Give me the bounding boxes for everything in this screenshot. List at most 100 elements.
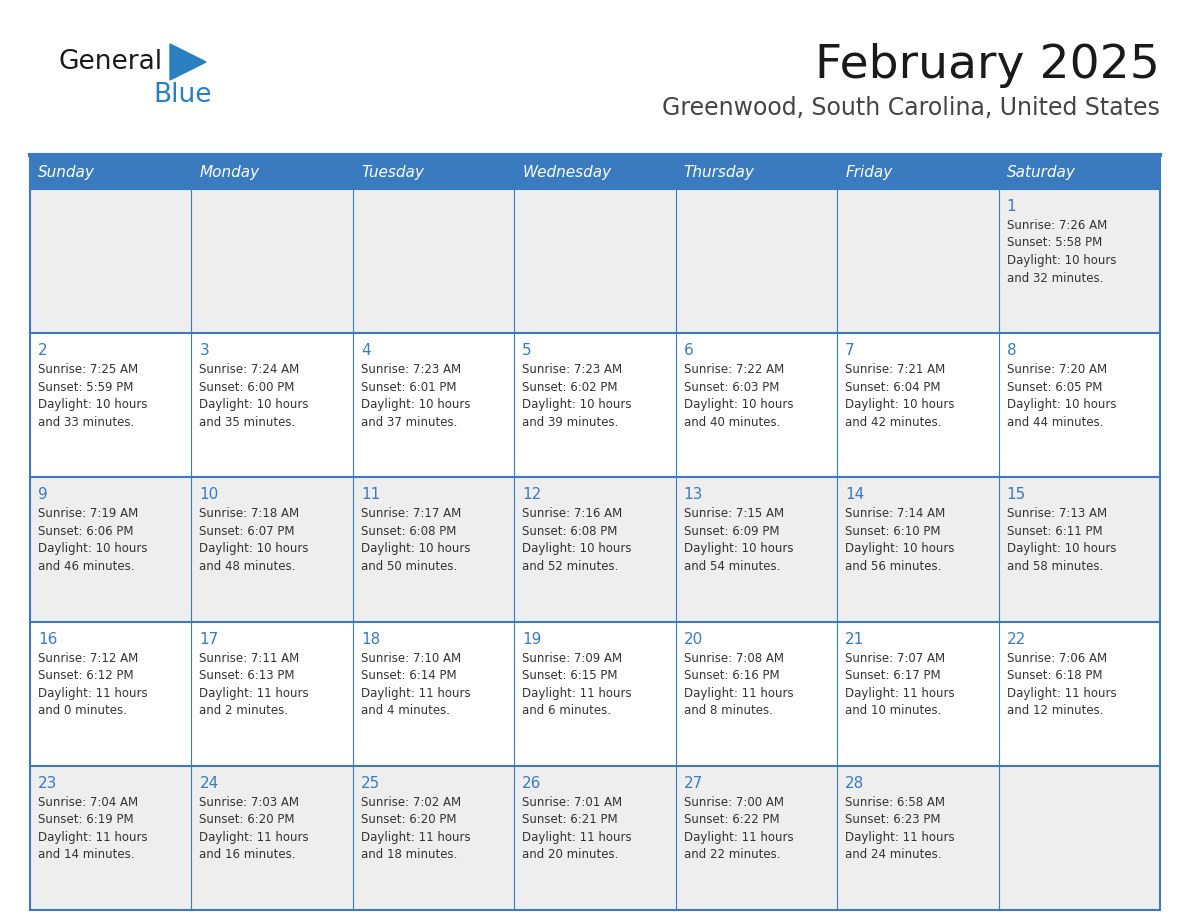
Text: Daylight: 10 hours: Daylight: 10 hours <box>361 398 470 411</box>
Text: Daylight: 10 hours: Daylight: 10 hours <box>38 398 147 411</box>
Text: Daylight: 11 hours: Daylight: 11 hours <box>684 687 794 700</box>
Text: Sunset: 6:13 PM: Sunset: 6:13 PM <box>200 669 295 682</box>
Text: Sunset: 6:05 PM: Sunset: 6:05 PM <box>1006 381 1102 394</box>
Bar <box>353 155 514 189</box>
Bar <box>514 477 676 621</box>
Text: Sunset: 6:21 PM: Sunset: 6:21 PM <box>523 813 618 826</box>
Text: 6: 6 <box>684 343 694 358</box>
Text: and 16 minutes.: and 16 minutes. <box>200 848 296 861</box>
Bar <box>191 155 353 189</box>
Text: Daylight: 10 hours: Daylight: 10 hours <box>1006 398 1116 411</box>
Text: 11: 11 <box>361 487 380 502</box>
Text: and 22 minutes.: and 22 minutes. <box>684 848 781 861</box>
Bar <box>838 333 999 477</box>
Text: Daylight: 11 hours: Daylight: 11 hours <box>361 687 470 700</box>
Bar <box>838 189 999 333</box>
Text: 24: 24 <box>200 776 219 790</box>
Bar <box>676 155 838 189</box>
Bar <box>30 155 191 189</box>
Bar <box>30 766 191 910</box>
Bar <box>353 333 514 477</box>
Text: Sunset: 6:15 PM: Sunset: 6:15 PM <box>523 669 618 682</box>
Bar <box>676 766 838 910</box>
Text: Daylight: 11 hours: Daylight: 11 hours <box>38 831 147 844</box>
Text: Sunrise: 7:08 AM: Sunrise: 7:08 AM <box>684 652 784 665</box>
Text: 18: 18 <box>361 632 380 646</box>
Text: Sunrise: 6:58 AM: Sunrise: 6:58 AM <box>845 796 946 809</box>
Text: 21: 21 <box>845 632 865 646</box>
Bar <box>999 766 1159 910</box>
Bar <box>191 477 353 621</box>
Text: 28: 28 <box>845 776 865 790</box>
Text: Daylight: 11 hours: Daylight: 11 hours <box>200 687 309 700</box>
Text: Sunrise: 7:19 AM: Sunrise: 7:19 AM <box>38 508 138 521</box>
Text: Sunset: 6:16 PM: Sunset: 6:16 PM <box>684 669 779 682</box>
Bar <box>676 333 838 477</box>
Bar <box>30 333 191 477</box>
Text: 2: 2 <box>38 343 48 358</box>
Text: and 8 minutes.: and 8 minutes. <box>684 704 772 717</box>
Text: and 35 minutes.: and 35 minutes. <box>200 416 296 429</box>
Bar <box>999 189 1159 333</box>
Text: Sunset: 6:03 PM: Sunset: 6:03 PM <box>684 381 779 394</box>
Bar <box>514 189 676 333</box>
Text: Sunrise: 7:04 AM: Sunrise: 7:04 AM <box>38 796 138 809</box>
Text: and 46 minutes.: and 46 minutes. <box>38 560 134 573</box>
Text: Sunset: 6:01 PM: Sunset: 6:01 PM <box>361 381 456 394</box>
Bar <box>191 621 353 766</box>
Text: Sunrise: 7:03 AM: Sunrise: 7:03 AM <box>200 796 299 809</box>
Text: Sunrise: 7:24 AM: Sunrise: 7:24 AM <box>200 364 299 376</box>
Text: 3: 3 <box>200 343 209 358</box>
Bar <box>514 766 676 910</box>
Text: Wednesday: Wednesday <box>523 164 612 180</box>
Text: Tuesday: Tuesday <box>361 164 424 180</box>
Text: Daylight: 10 hours: Daylight: 10 hours <box>684 398 794 411</box>
Text: and 32 minutes.: and 32 minutes. <box>1006 272 1102 285</box>
Text: Sunrise: 7:00 AM: Sunrise: 7:00 AM <box>684 796 784 809</box>
Text: 19: 19 <box>523 632 542 646</box>
Text: Sunset: 6:20 PM: Sunset: 6:20 PM <box>200 813 295 826</box>
Text: Sunset: 5:59 PM: Sunset: 5:59 PM <box>38 381 133 394</box>
Text: Daylight: 10 hours: Daylight: 10 hours <box>200 543 309 555</box>
Text: and 6 minutes.: and 6 minutes. <box>523 704 612 717</box>
Text: Sunday: Sunday <box>38 164 95 180</box>
Text: and 48 minutes.: and 48 minutes. <box>200 560 296 573</box>
Text: Daylight: 10 hours: Daylight: 10 hours <box>684 543 794 555</box>
Text: 14: 14 <box>845 487 865 502</box>
Text: Daylight: 11 hours: Daylight: 11 hours <box>200 831 309 844</box>
Text: Sunset: 6:12 PM: Sunset: 6:12 PM <box>38 669 133 682</box>
Text: and 20 minutes.: and 20 minutes. <box>523 848 619 861</box>
Bar <box>838 621 999 766</box>
Text: Daylight: 11 hours: Daylight: 11 hours <box>523 831 632 844</box>
Text: Daylight: 10 hours: Daylight: 10 hours <box>523 543 632 555</box>
Text: and 39 minutes.: and 39 minutes. <box>523 416 619 429</box>
Text: Sunrise: 7:18 AM: Sunrise: 7:18 AM <box>200 508 299 521</box>
Text: Sunrise: 7:02 AM: Sunrise: 7:02 AM <box>361 796 461 809</box>
Text: Sunrise: 7:07 AM: Sunrise: 7:07 AM <box>845 652 946 665</box>
Bar <box>999 621 1159 766</box>
Text: Sunset: 5:58 PM: Sunset: 5:58 PM <box>1006 237 1101 250</box>
Text: Sunset: 6:20 PM: Sunset: 6:20 PM <box>361 813 456 826</box>
Text: Sunrise: 7:13 AM: Sunrise: 7:13 AM <box>1006 508 1107 521</box>
Text: Sunrise: 7:10 AM: Sunrise: 7:10 AM <box>361 652 461 665</box>
Text: Sunrise: 7:06 AM: Sunrise: 7:06 AM <box>1006 652 1107 665</box>
Text: Saturday: Saturday <box>1006 164 1075 180</box>
Text: 25: 25 <box>361 776 380 790</box>
Polygon shape <box>170 44 206 80</box>
Text: 10: 10 <box>200 487 219 502</box>
Text: Sunrise: 7:17 AM: Sunrise: 7:17 AM <box>361 508 461 521</box>
Text: Thursday: Thursday <box>684 164 754 180</box>
Text: Sunset: 6:02 PM: Sunset: 6:02 PM <box>523 381 618 394</box>
Text: and 12 minutes.: and 12 minutes. <box>1006 704 1104 717</box>
Bar <box>191 333 353 477</box>
Text: Daylight: 11 hours: Daylight: 11 hours <box>523 687 632 700</box>
Text: Sunset: 6:17 PM: Sunset: 6:17 PM <box>845 669 941 682</box>
Text: and 18 minutes.: and 18 minutes. <box>361 848 457 861</box>
Bar <box>514 155 676 189</box>
Bar <box>353 477 514 621</box>
Bar <box>838 477 999 621</box>
Text: and 52 minutes.: and 52 minutes. <box>523 560 619 573</box>
Text: 15: 15 <box>1006 487 1025 502</box>
Bar <box>353 189 514 333</box>
Text: Sunset: 6:08 PM: Sunset: 6:08 PM <box>523 525 618 538</box>
